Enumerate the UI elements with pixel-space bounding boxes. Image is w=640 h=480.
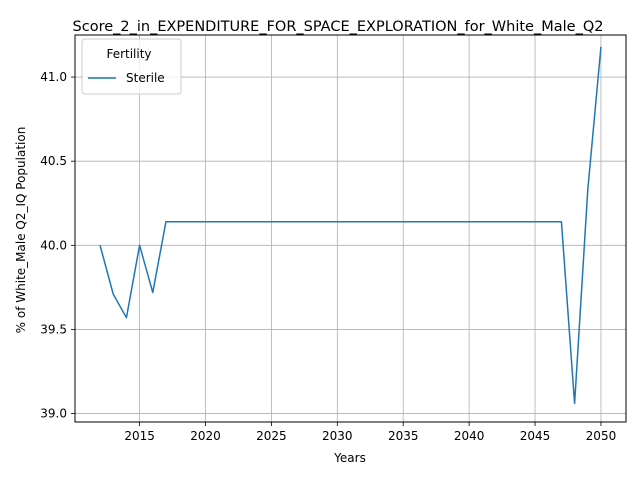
series-lines xyxy=(99,46,602,405)
legend-title: Fertility xyxy=(106,47,151,61)
plot-frame xyxy=(74,34,627,423)
x-tick-label: 2045 xyxy=(520,429,551,443)
x-tick-label: 2025 xyxy=(256,429,287,443)
y-axis: 39.0 39.5 40.0 40.5 41.0 xyxy=(40,70,75,421)
x-tick-label: 2030 xyxy=(322,429,353,443)
grid-lines xyxy=(75,35,626,422)
legend-entries: Sterile xyxy=(88,71,165,85)
x-tick-label: 2020 xyxy=(190,429,221,443)
chart-title: Score_2_in_EXPENDITURE_FOR_SPACE_EXPLORA… xyxy=(73,19,604,35)
series-line-sterile xyxy=(99,46,602,405)
x-tick-label: 2050 xyxy=(586,429,617,443)
y-tick-label: 40.0 xyxy=(40,238,67,252)
x-axis-label: Years xyxy=(333,451,366,465)
y-tick-label: 39.5 xyxy=(40,322,67,336)
plot-area xyxy=(74,34,627,423)
legend-label: Sterile xyxy=(126,71,165,85)
legend-box xyxy=(81,38,182,95)
x-tick-label: 2035 xyxy=(388,429,419,443)
x-tick-label: 2040 xyxy=(454,429,485,443)
legend: Fertility Sterile xyxy=(81,38,182,95)
y-tick-label: 41.0 xyxy=(40,70,67,84)
y-axis-label: % of White_Male Q2_IQ Population xyxy=(14,127,28,334)
x-tick-label: 2015 xyxy=(124,429,155,443)
x-axis: 2015 2020 2025 2030 2035 2040 2045 2050 xyxy=(124,422,616,443)
y-tick-label: 39.0 xyxy=(40,407,67,421)
y-tick-label: 40.5 xyxy=(40,154,67,168)
